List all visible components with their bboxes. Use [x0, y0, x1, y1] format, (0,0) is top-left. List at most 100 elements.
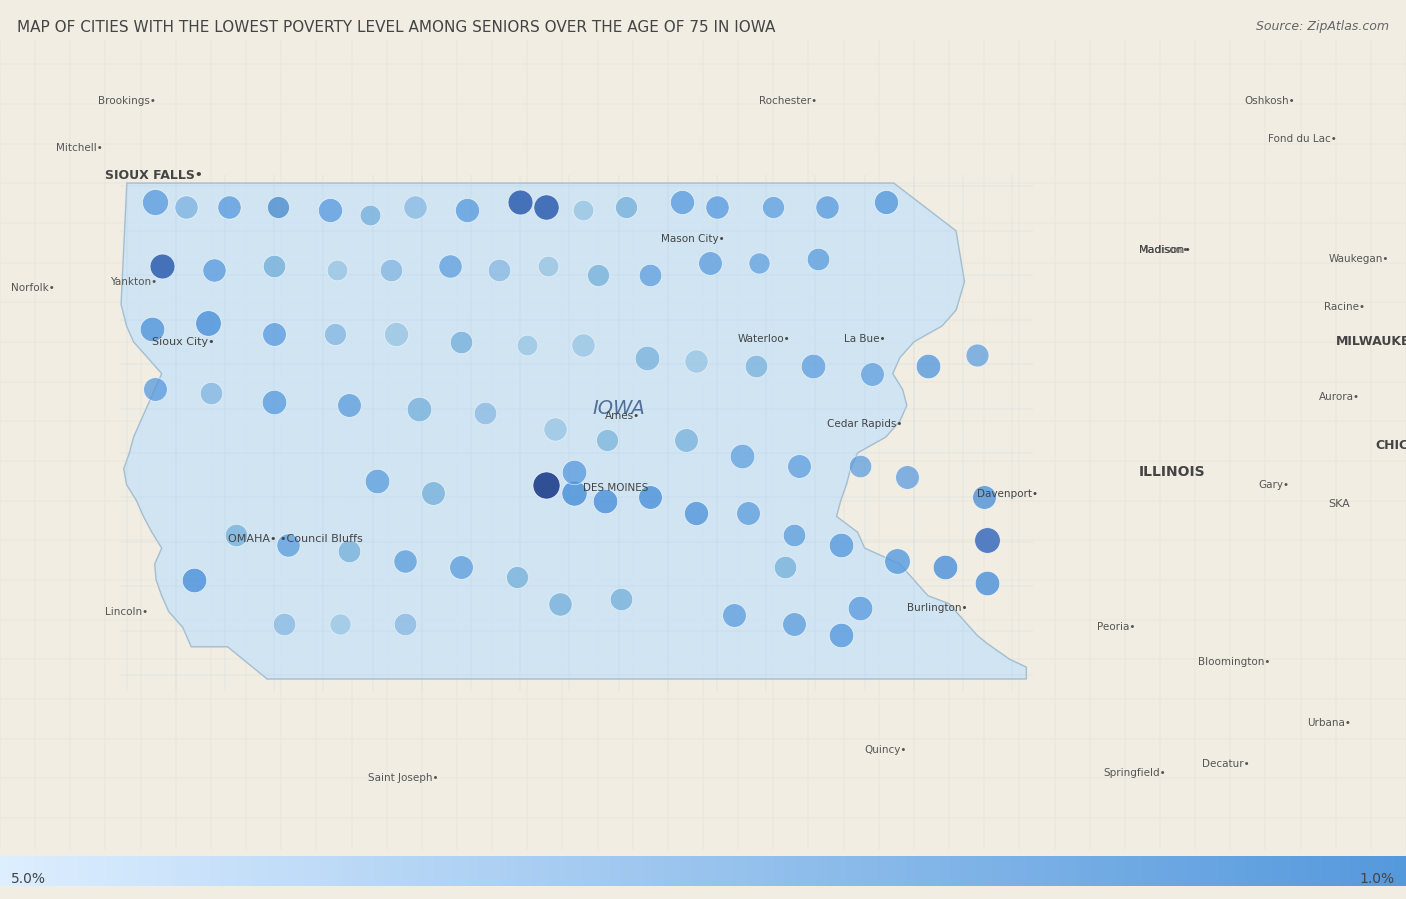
- Point: [337, 398, 360, 413]
- Point: [263, 259, 285, 273]
- Point: [394, 617, 416, 631]
- Text: Bloomington•: Bloomington•: [1198, 657, 1270, 667]
- Point: [886, 554, 908, 568]
- Text: Urbana•: Urbana•: [1308, 717, 1351, 727]
- Text: Mason City•: Mason City•: [661, 234, 724, 244]
- Text: SIOUX FALLS•: SIOUX FALLS•: [105, 169, 204, 182]
- Point: [225, 529, 247, 543]
- Point: [596, 433, 619, 448]
- Text: MAP OF CITIES WITH THE LOWEST POVERTY LEVEL AMONG SENIORS OVER THE AGE OF 75 IN : MAP OF CITIES WITH THE LOWEST POVERTY LE…: [17, 20, 775, 35]
- Point: [544, 422, 567, 436]
- Point: [319, 203, 342, 218]
- Text: 1.0%: 1.0%: [1360, 872, 1395, 886]
- Text: Burlington•: Burlington•: [907, 603, 967, 613]
- Point: [572, 203, 595, 218]
- Point: [586, 268, 609, 282]
- Point: [562, 485, 585, 500]
- Point: [337, 544, 360, 558]
- Point: [815, 200, 838, 214]
- Point: [896, 469, 918, 484]
- Text: Cedar Rapids•: Cedar Rapids•: [827, 419, 903, 430]
- Point: [976, 576, 998, 591]
- Point: [830, 538, 852, 552]
- Text: Madison•: Madison•: [1139, 245, 1188, 255]
- Point: [263, 326, 285, 341]
- Text: Ames•: Ames•: [605, 412, 640, 422]
- Point: [439, 259, 461, 273]
- Point: [562, 465, 585, 479]
- Point: [723, 608, 745, 622]
- Point: [141, 322, 163, 336]
- Point: [875, 195, 897, 209]
- Point: [966, 347, 988, 361]
- Point: [745, 359, 768, 373]
- Text: Saint Joseph•: Saint Joseph•: [368, 773, 439, 783]
- Point: [404, 200, 426, 214]
- Point: [849, 601, 872, 616]
- Point: [783, 617, 806, 631]
- Point: [976, 533, 998, 547]
- Point: [183, 573, 205, 587]
- Text: Fond du Lac•: Fond du Lac•: [1268, 134, 1337, 144]
- Text: Lincoln•: Lincoln•: [105, 607, 149, 617]
- Text: Racine•: Racine•: [1324, 302, 1365, 312]
- Point: [593, 494, 616, 508]
- Point: [807, 253, 830, 267]
- Point: [671, 195, 693, 209]
- Point: [685, 506, 707, 521]
- Text: Rochester•: Rochester•: [759, 95, 817, 106]
- Text: DES MOINES: DES MOINES: [583, 483, 648, 493]
- Text: 5.0%: 5.0%: [11, 872, 46, 886]
- Point: [614, 200, 637, 214]
- Point: [385, 326, 408, 341]
- Point: [762, 200, 785, 214]
- Point: [277, 538, 299, 552]
- Point: [200, 386, 222, 400]
- Point: [326, 263, 349, 278]
- Point: [202, 263, 225, 278]
- Text: Norfolk•: Norfolk•: [11, 283, 55, 293]
- Point: [675, 433, 697, 448]
- Text: SKA: SKA: [1329, 499, 1350, 509]
- Point: [450, 334, 472, 349]
- Point: [509, 195, 531, 209]
- Text: Decatur•: Decatur•: [1202, 759, 1250, 769]
- Text: Yankton•: Yankton•: [110, 277, 157, 287]
- Point: [323, 326, 346, 341]
- Point: [699, 255, 721, 270]
- Text: Peoria•: Peoria•: [1097, 622, 1135, 633]
- Point: [380, 263, 402, 278]
- Point: [394, 554, 416, 568]
- Point: [150, 259, 173, 273]
- Text: ILLINOIS: ILLINOIS: [1139, 465, 1205, 479]
- Point: [506, 569, 529, 583]
- Text: Springfield•: Springfield•: [1104, 769, 1167, 779]
- Point: [366, 475, 388, 489]
- Text: Oshkosh•: Oshkosh•: [1244, 95, 1295, 106]
- Text: Davenport•: Davenport•: [977, 489, 1038, 499]
- Point: [474, 406, 496, 421]
- Point: [273, 617, 295, 631]
- Text: Sioux City•: Sioux City•: [152, 337, 215, 347]
- Point: [488, 263, 510, 278]
- Text: La Bue•: La Bue•: [844, 334, 886, 343]
- Point: [636, 351, 658, 365]
- Point: [218, 200, 240, 214]
- Point: [143, 382, 166, 396]
- Point: [801, 359, 824, 373]
- Text: OMAHA• •Council Bluffs: OMAHA• •Council Bluffs: [228, 534, 363, 544]
- Point: [534, 200, 557, 214]
- Text: Madison•: Madison•: [1139, 245, 1192, 255]
- Point: [329, 617, 352, 631]
- Point: [422, 485, 444, 500]
- Point: [731, 449, 754, 463]
- Point: [450, 560, 472, 574]
- Point: [359, 208, 381, 222]
- Point: [174, 200, 197, 214]
- Point: [537, 259, 560, 273]
- Point: [773, 560, 796, 574]
- Point: [783, 529, 806, 543]
- Text: Quincy•: Quincy•: [865, 744, 907, 754]
- Point: [638, 268, 661, 282]
- Point: [638, 490, 661, 504]
